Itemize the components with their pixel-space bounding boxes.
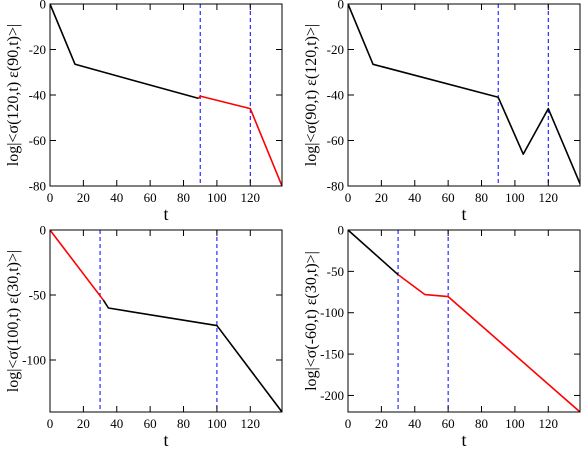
x-axis-label: t — [163, 430, 168, 449]
y-tick-label: -40 — [29, 88, 46, 103]
y-tick-label: -20 — [327, 42, 344, 57]
x-tick-label: 80 — [177, 190, 190, 205]
chart-panel-1: 0 20 40 60 80 100 120 0 -20 -40 -60 -80 t log|<σ(120,… — [5, 0, 283, 224]
plot-area — [348, 4, 580, 186]
y-tick-label: 0 — [338, 223, 345, 238]
x-tick-label: 40 — [408, 190, 421, 205]
x-tick-label: 0 — [345, 416, 352, 431]
series-line-1 — [348, 4, 580, 185]
x-tick-label: 100 — [207, 416, 227, 431]
chart-panel-3: 0 20 40 60 80 100 120 0 -50 -100 t log|<σ(100,t) ε(… — [5, 223, 283, 449]
y-tick-label: -20 — [29, 42, 46, 57]
x-tick-label: 60 — [144, 416, 157, 431]
y-axis-label: log|<σ(90,t) ε(120,t)>| — [303, 24, 320, 166]
x-tick-label: 100 — [505, 416, 525, 431]
x-tick-label: 20 — [77, 190, 90, 205]
y-axis-label: log|<σ(120,t) ε(90,t)>| — [5, 24, 22, 166]
y-tick-label: -100 — [22, 353, 46, 368]
x-tick-label: 80 — [177, 416, 190, 431]
x-tick-label: 100 — [207, 190, 227, 205]
y-tick-label: -50 — [327, 264, 344, 279]
x-axis-label: t — [461, 204, 466, 224]
series-line-1 — [50, 4, 199, 100]
y-tick-label: -80 — [29, 179, 46, 194]
x-tick-label: 80 — [475, 190, 488, 205]
y-tick-label: 0 — [40, 0, 47, 12]
plot-area — [50, 4, 282, 186]
y-tick-label: -40 — [327, 88, 344, 103]
x-tick-label: 40 — [110, 190, 123, 205]
chart-panel-4: 0 20 40 60 80 100 120 0 -50 -100 -150 -200 t log|<σ(-… — [303, 223, 581, 449]
x-tick-label: 0 — [47, 416, 54, 431]
x-tick-label: 120 — [241, 190, 261, 205]
x-tick-label: 80 — [475, 416, 488, 431]
plot-frame — [347, 3, 581, 187]
x-tick-label: 60 — [144, 190, 157, 205]
x-tick-label: 120 — [539, 190, 559, 205]
y-tick-label: -150 — [320, 347, 344, 362]
x-axis-label: t — [163, 204, 168, 224]
chart-panel-2: 0 20 40 60 80 100 120 0 -20 -40 -60 -80 t log|<σ(90,t… — [303, 0, 581, 224]
x-tick-label: 60 — [442, 190, 455, 205]
y-tick-label: -80 — [327, 179, 344, 194]
x-tick-label: 20 — [375, 190, 388, 205]
y-tick-label: -60 — [29, 133, 46, 148]
y-tick-label: -60 — [327, 133, 344, 148]
x-tick-label: 0 — [47, 190, 54, 205]
x-tick-label: 40 — [110, 416, 123, 431]
series-line-1 — [348, 230, 399, 276]
plot-area — [50, 230, 282, 412]
y-tick-label: -200 — [320, 388, 344, 403]
series-line-2 — [102, 299, 282, 412]
plot-area — [348, 230, 580, 412]
series-line-2 — [397, 274, 580, 412]
y-tick-label: -50 — [29, 288, 46, 303]
series-line-1 — [50, 230, 105, 301]
x-tick-label: 120 — [539, 416, 559, 431]
y-tick-label: -100 — [320, 305, 344, 320]
y-tick-label: 0 — [40, 223, 47, 238]
x-tick-label: 60 — [442, 416, 455, 431]
x-tick-label: 20 — [375, 416, 388, 431]
plot-frame — [49, 229, 283, 413]
plot-frame — [49, 3, 283, 187]
x-tick-label: 100 — [505, 190, 525, 205]
x-tick-label: 40 — [408, 416, 421, 431]
x-axis-label: t — [461, 430, 466, 449]
plot-frame — [347, 229, 581, 413]
x-tick-label: 20 — [77, 416, 90, 431]
y-axis-label: log|<σ(-60,t) ε(30,t)>| — [303, 251, 320, 391]
x-tick-label: 0 — [345, 190, 352, 205]
x-tick-label: 120 — [241, 416, 261, 431]
series-line-2 — [197, 95, 282, 186]
y-tick-label: 0 — [338, 0, 345, 12]
y-axis-label: log|<σ(100,t) ε(30,t)>| — [5, 250, 22, 392]
